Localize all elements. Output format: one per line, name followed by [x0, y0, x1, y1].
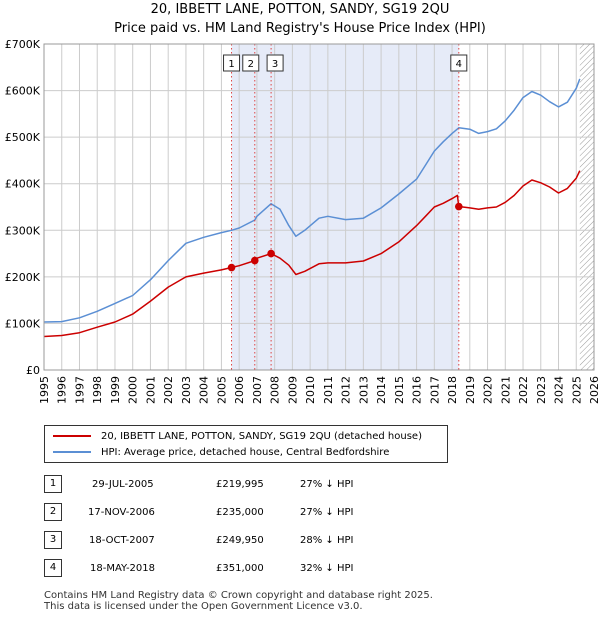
sale-hpi-diff: 27% ↓ HPI	[300, 479, 354, 490]
sales-table: 1 29-JUL-2005 £219,995 27% ↓ HPI 2 17-NO…	[44, 473, 564, 585]
hpi-line	[43, 78, 581, 323]
sale-marker-label: 3	[272, 59, 278, 70]
sale-date: 29-JUL-2005	[92, 479, 154, 490]
x-tick-label: 2018	[446, 376, 459, 404]
x-tick-label: 1998	[91, 376, 104, 404]
sale-date: 18-OCT-2007	[89, 535, 155, 546]
sale-marker-badge	[266, 54, 284, 72]
table-row: 1 29-JUL-2005 £219,995 27% ↓ HPI	[44, 473, 564, 501]
sale-date: 18-MAY-2018	[90, 563, 156, 574]
x-tick-label: 1997	[73, 376, 86, 404]
y-tick-label: £500K	[5, 131, 41, 144]
y-tick-label: £300K	[5, 224, 41, 237]
x-tick-label: 2004	[198, 376, 211, 404]
legend-item-hpi: HPI: Average price, detached house, Cent…	[53, 444, 389, 460]
x-tick-label: 2000	[127, 376, 140, 404]
x-tick-label: 2015	[393, 376, 406, 404]
legend-swatch-hpi	[53, 451, 91, 453]
legend-label-hpi: HPI: Average price, detached house, Cent…	[101, 446, 390, 458]
x-tick-label: 2017	[428, 376, 441, 404]
x-tick-label: 2020	[482, 376, 495, 404]
sale-price: £351,000	[216, 563, 264, 574]
sale-price: £219,995	[216, 479, 264, 490]
sale-marker-point	[250, 256, 259, 265]
sale-price: £235,000	[216, 507, 264, 518]
y-tick-label: £0	[26, 364, 40, 377]
footer-line-1: Contains HM Land Registry data © Crown c…	[44, 590, 433, 601]
x-tick-label: 2025	[570, 376, 583, 404]
forecast-hatched-area	[579, 44, 594, 370]
sale-hpi-diff: 28% ↓ HPI	[300, 535, 354, 546]
sale-marker-point	[267, 249, 275, 258]
x-tick-label: 1995	[38, 376, 51, 404]
x-tick-label: 2002	[162, 376, 175, 404]
x-tick-label: 2009	[286, 376, 299, 404]
x-tick-label: 2014	[375, 376, 388, 404]
legend-item-property: 20, IBBETT LANE, POTTON, SANDY, SG19 2QU…	[53, 428, 422, 444]
sale-price: £249,950	[216, 535, 264, 546]
sale-marker-badge	[223, 54, 241, 72]
y-tick-label: £100K	[5, 317, 41, 330]
x-tick-label: 2012	[340, 376, 353, 404]
x-tick-label: 1996	[56, 376, 69, 404]
table-row: 3 18-OCT-2007 £249,950 28% ↓ HPI	[44, 529, 564, 557]
sale-index-badge: 2	[44, 503, 62, 521]
y-tick-label: £400K	[5, 178, 41, 191]
x-tick-label: 2003	[180, 376, 193, 404]
x-tick-label: 2021	[499, 376, 512, 404]
chart-title: 20, IBBETT LANE, POTTON, SANDY, SG19 2QU	[150, 2, 450, 17]
legend-swatch-property	[53, 435, 91, 437]
sale-hpi-diff: 32% ↓ HPI	[300, 563, 354, 574]
x-tick-label: 2011	[322, 376, 335, 404]
footer-attribution: Contains HM Land Registry data © Crown c…	[44, 590, 433, 612]
x-tick-label: 2005	[215, 376, 228, 404]
price-chart: 1 2 3 4 £0 £100K £200K £300K £400K £500K £600K £70…	[5, 38, 600, 404]
sale-marker-point	[455, 202, 463, 211]
x-tick-label: 2007	[251, 376, 264, 404]
sale-marker-label: 4	[456, 59, 462, 70]
sale-index-badge: 4	[44, 559, 62, 577]
plot-border	[43, 43, 595, 371]
x-tick-label: 2016	[411, 376, 424, 404]
sale-index-badge: 1	[44, 475, 62, 493]
chart-subtitle: Price paid vs. HM Land Registry's House …	[114, 21, 486, 36]
property-price-line	[43, 170, 581, 338]
legend: 20, IBBETT LANE, POTTON, SANDY, SG19 2QU…	[44, 425, 448, 463]
legend-label-property: 20, IBBETT LANE, POTTON, SANDY, SG19 2QU…	[101, 430, 422, 442]
sale-marker-label: 1	[228, 59, 234, 70]
x-tick-label: 2010	[304, 376, 317, 404]
x-tick-label: 2013	[357, 376, 370, 404]
sale-marker-badge	[450, 54, 468, 72]
x-tick-label: 2019	[464, 376, 477, 404]
y-tick-label: £600K	[5, 85, 41, 98]
sale-index-badge: 3	[44, 531, 62, 549]
table-row: 2 17-NOV-2006 £235,000 27% ↓ HPI	[44, 501, 564, 529]
sale-marker-badge	[242, 54, 260, 72]
x-tick-label: 2001	[144, 376, 157, 404]
x-tick-label: 1999	[109, 376, 122, 404]
x-tick-label: 2024	[553, 376, 566, 404]
sale-date: 17-NOV-2006	[88, 507, 155, 518]
y-tick-label: £200K	[5, 271, 41, 284]
table-row: 4 18-MAY-2018 £351,000 32% ↓ HPI	[44, 557, 564, 585]
y-tick-label: £700K	[5, 38, 41, 51]
sale-marker-label: 2	[248, 59, 254, 70]
x-tick-label: 2022	[517, 376, 530, 404]
sale-marker-point	[227, 263, 236, 272]
x-tick-label: 2023	[535, 376, 548, 404]
x-tick-label: 2006	[233, 376, 246, 404]
x-tick-label: 2026	[588, 376, 600, 404]
sale-hpi-diff: 27% ↓ HPI	[300, 507, 354, 518]
x-tick-label: 2008	[269, 376, 282, 404]
footer-line-2: This data is licensed under the Open Gov…	[44, 601, 363, 612]
